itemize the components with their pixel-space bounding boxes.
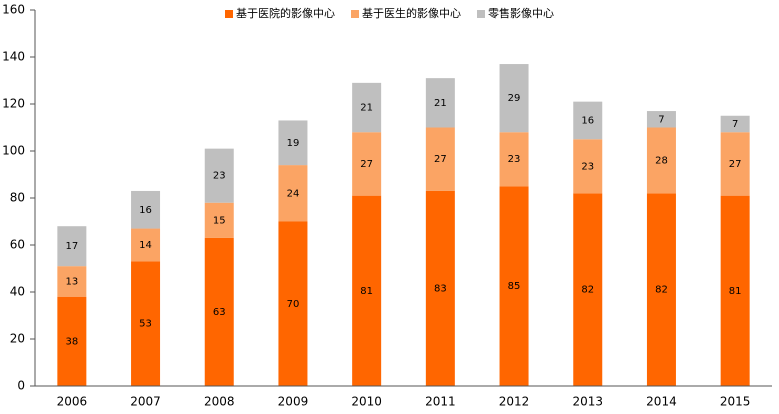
value-label: 28 xyxy=(655,155,668,166)
value-label: 21 xyxy=(434,98,447,109)
value-label: 16 xyxy=(581,115,594,126)
value-label: 14 xyxy=(139,240,152,251)
x-tick-label: 2011 xyxy=(425,395,456,409)
y-tick-label: 160 xyxy=(2,3,25,17)
value-label: 83 xyxy=(434,283,447,294)
value-label: 27 xyxy=(434,154,447,165)
bar-segment xyxy=(499,186,529,386)
bar-segment xyxy=(573,101,603,140)
value-label: 82 xyxy=(581,285,594,296)
bar-segment xyxy=(425,127,455,191)
value-label: 85 xyxy=(508,281,521,292)
bar-segment xyxy=(425,190,455,386)
y-tick-label: 120 xyxy=(2,97,25,111)
x-tick-label: 2010 xyxy=(351,395,382,409)
value-label: 82 xyxy=(655,285,668,296)
bar-segment xyxy=(425,78,455,128)
y-tick-label: 40 xyxy=(10,285,25,299)
bar-segment xyxy=(131,190,161,229)
value-label: 27 xyxy=(729,159,742,170)
x-tick-label: 2012 xyxy=(499,395,530,409)
value-label: 24 xyxy=(287,188,300,199)
bar-segment xyxy=(573,193,603,386)
y-tick-label: 100 xyxy=(2,144,25,158)
value-label: 81 xyxy=(360,286,373,297)
bar-segment xyxy=(57,266,87,297)
value-label: 81 xyxy=(729,286,742,297)
bar-segment xyxy=(131,261,161,386)
value-label: 17 xyxy=(65,241,78,252)
legend-label: 基于医生的影像中心 xyxy=(362,6,461,20)
value-label: 70 xyxy=(287,299,300,310)
value-label: 7 xyxy=(658,114,664,125)
legend-swatch xyxy=(225,10,233,18)
value-label: 21 xyxy=(360,103,373,114)
bar-segment xyxy=(573,139,603,194)
legend-label: 零售影像中心 xyxy=(488,6,554,20)
x-tick-label: 2014 xyxy=(646,395,677,409)
legend-swatch xyxy=(477,10,485,18)
bar-segment xyxy=(352,195,382,386)
value-label: 38 xyxy=(65,336,78,347)
bar-segment xyxy=(646,193,676,386)
bar-segment xyxy=(204,237,234,386)
x-tick-label: 2013 xyxy=(572,395,603,409)
legend-label: 基于医院的影像中心 xyxy=(236,6,335,20)
value-label: 23 xyxy=(581,161,594,172)
value-label: 19 xyxy=(287,138,300,149)
bar-segment xyxy=(278,120,308,166)
bar-segment xyxy=(352,132,382,196)
bar-segment xyxy=(204,148,234,203)
y-tick-label: 60 xyxy=(10,238,25,252)
x-tick-label: 2008 xyxy=(204,395,235,409)
y-tick-label: 0 xyxy=(17,379,25,393)
bar-segment xyxy=(204,202,234,238)
value-label: 7 xyxy=(732,119,738,130)
value-label: 27 xyxy=(360,159,373,170)
bar-segment xyxy=(278,165,308,222)
value-label: 15 xyxy=(213,215,226,226)
bar-segment xyxy=(499,64,529,133)
bar-segment xyxy=(57,226,87,267)
x-tick-label: 2007 xyxy=(130,395,161,409)
bar-segment xyxy=(646,127,676,194)
value-label: 29 xyxy=(508,93,521,104)
bar-segment xyxy=(720,132,750,196)
x-tick-label: 2009 xyxy=(278,395,309,409)
value-label: 16 xyxy=(139,205,152,216)
value-label: 53 xyxy=(139,319,152,330)
value-label: 23 xyxy=(213,171,226,182)
bar-segment xyxy=(131,228,161,262)
x-tick-label: 2015 xyxy=(720,395,751,409)
bar-segment xyxy=(646,111,676,128)
y-tick-label: 140 xyxy=(2,50,25,64)
y-tick-label: 80 xyxy=(10,191,25,205)
value-label: 13 xyxy=(65,276,78,287)
value-label: 23 xyxy=(508,154,521,165)
bar-segment xyxy=(352,82,382,133)
bar-segment xyxy=(278,221,308,386)
bar-segment xyxy=(720,115,750,133)
bar-segment xyxy=(57,296,87,386)
bar-segment xyxy=(720,195,750,386)
y-tick-label: 20 xyxy=(10,332,25,346)
legend-swatch xyxy=(351,10,359,18)
bar-segment xyxy=(499,132,529,187)
value-label: 63 xyxy=(213,307,226,318)
x-tick-label: 2006 xyxy=(57,395,88,409)
